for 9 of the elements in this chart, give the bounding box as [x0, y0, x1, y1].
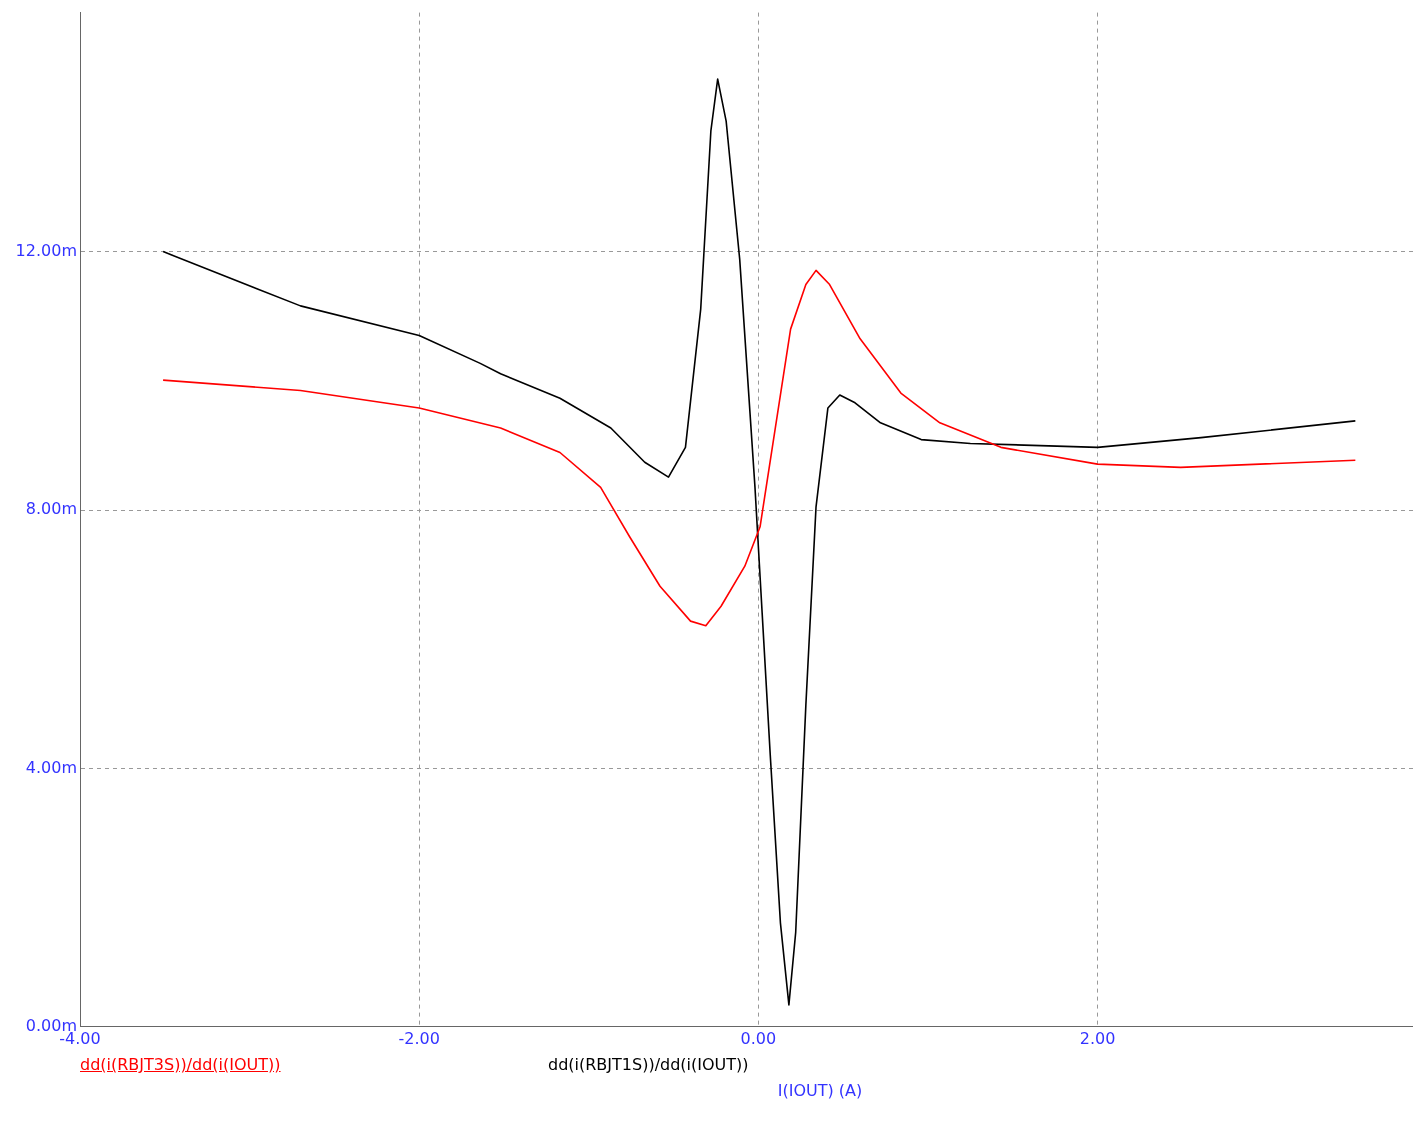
x-tick-label: 0.00 — [740, 1028, 777, 1048]
x-axis-title: I(IOUT) (A) — [776, 1081, 864, 1100]
x-tick-label: -2.00 — [398, 1028, 440, 1048]
y-tick-label: 12.00m — [15, 240, 77, 260]
text: dd(i(RBJT1S))/dd(i(IOUT)) — [548, 1055, 749, 1074]
x-tick-label: 2.00 — [1079, 1028, 1116, 1048]
y-tick-label: 4.00m — [25, 757, 77, 777]
text: dd(i(RBJT3S))/dd(i(IOUT)) — [80, 1055, 281, 1074]
y-tick-label: 8.00m — [25, 499, 77, 519]
